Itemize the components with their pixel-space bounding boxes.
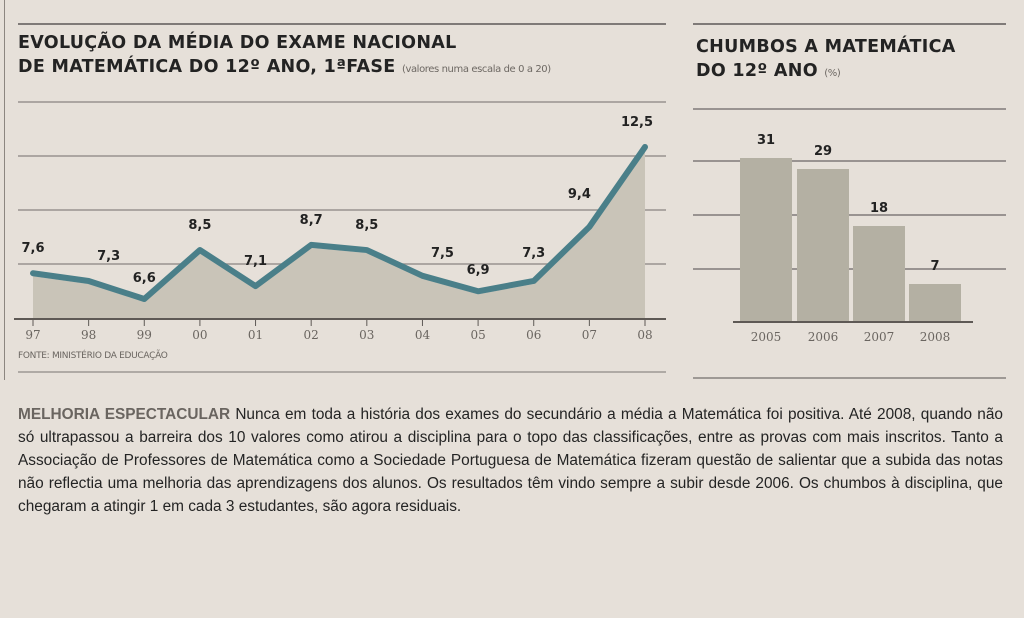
bar-category-label: 2007 — [863, 330, 895, 344]
data-label: 12,5 — [620, 115, 654, 130]
bar-category-label: 2006 — [807, 330, 839, 344]
bar-chart-title-line1: CHUMBOS A MATEMÁTICA — [696, 37, 956, 57]
bar — [740, 158, 792, 321]
source-note: FONTE: MINISTÉRIO DA EDUCAÇÃO — [18, 351, 168, 361]
data-label: 6,6 — [132, 271, 156, 286]
article-body: Nunca em toda a história dos exames do s… — [18, 406, 1003, 515]
x-axis-tick-label: 98 — [80, 328, 97, 342]
x-axis-tick-label: 04 — [414, 328, 431, 342]
bar — [909, 284, 961, 321]
gridline — [693, 108, 1006, 110]
baseline — [733, 321, 973, 323]
bar-chart-title: CHUMBOS A MATEMÁTICA DO 12º ANO (%) — [696, 35, 956, 86]
bar-value-label: 18 — [869, 201, 889, 217]
bar-value-label: 29 — [813, 143, 833, 159]
top-rule-right — [693, 23, 1006, 25]
x-axis-tick-label: 00 — [192, 328, 208, 342]
line-chart-title-line1: EVOLUÇÃO DA MÉDIA DO EXAME NACIONAL — [18, 33, 457, 53]
line-chart-title-line2: DE MATEMÁTICA DO 12º ANO, 1ªFASE — [18, 57, 396, 77]
bar — [853, 226, 905, 321]
line-chart-subtitle: (valores numa escala de 0 a 20) — [401, 64, 551, 75]
data-label: 7,6 — [21, 241, 45, 257]
data-label: 8,5 — [188, 218, 212, 234]
x-axis-tick-label: 08 — [637, 328, 653, 342]
bar-chart-subtitle: (%) — [824, 68, 841, 79]
line-chart — [14, 101, 666, 373]
bottom-rule — [693, 377, 1006, 379]
data-label: 9,4 — [567, 186, 591, 202]
article-text: MELHORIA ESPECTACULAR Nunca em toda a hi… — [18, 403, 1003, 518]
data-label: 8,7 — [299, 212, 323, 228]
gridline — [693, 268, 1006, 270]
x-axis-tick-label: 05 — [470, 328, 486, 342]
data-label: 7,1 — [244, 254, 268, 270]
x-axis-tick-label: 01 — [247, 328, 264, 342]
bar — [797, 168, 849, 321]
x-axis-tick-label: 97 — [25, 328, 41, 342]
data-label: 8,5 — [355, 218, 379, 234]
line-chart-title: EVOLUÇÃO DA MÉDIA DO EXAME NACIONAL DE M… — [18, 31, 551, 82]
x-axis-tick-label: 99 — [136, 328, 152, 342]
data-label: 7,5 — [430, 245, 454, 261]
data-label: 7,3 — [522, 245, 546, 261]
bar-category-label: 2008 — [919, 330, 951, 344]
bar-value-label: 7 — [930, 259, 940, 275]
bar-category-label: 2005 — [750, 330, 782, 344]
top-rule-left — [18, 23, 666, 25]
x-axis-tick-label: 06 — [526, 328, 542, 342]
data-label: 7,3 — [97, 248, 121, 264]
bar-value-label: 31 — [756, 133, 776, 148]
article-lead: MELHORIA ESPECTACULAR — [18, 406, 231, 423]
x-axis-tick-label: 03 — [359, 328, 375, 342]
page-left-border — [4, 0, 5, 380]
x-axis-tick-label: 02 — [303, 328, 319, 342]
data-label: 6,9 — [466, 263, 490, 279]
x-axis-tick-label: 07 — [581, 328, 597, 342]
gridline — [693, 214, 1006, 216]
gridline — [693, 160, 1006, 162]
bar-chart-title-line2: DO 12º ANO — [696, 61, 818, 81]
